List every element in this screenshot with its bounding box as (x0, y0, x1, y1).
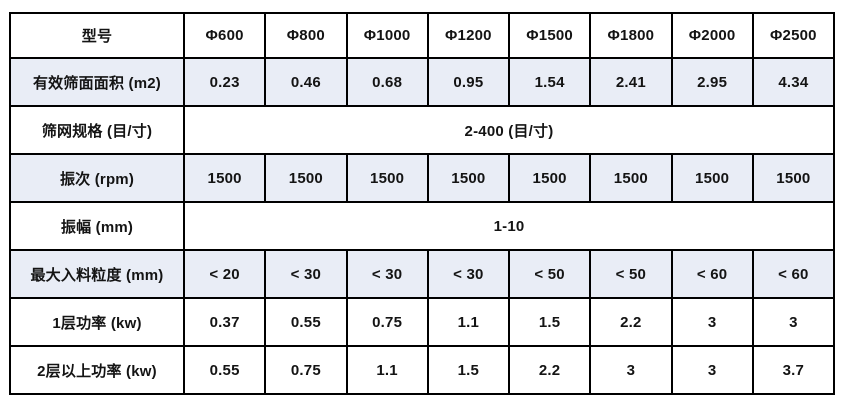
row-label: 1层功率 (kw) (9, 297, 185, 347)
spec-table-header: 型号 Φ600 Φ800 Φ1000 Φ1200 Φ1500 Φ1800 Φ2000 Φ250… (9, 12, 836, 59)
value-cell: 3 (751, 297, 836, 347)
table-row: 筛网规格 (目/寸) 2-400 (目/寸) (9, 105, 835, 155)
spec-table: 型号 Φ600 Φ800 Φ1000 Φ1200 Φ1500 Φ1800 Φ2000 Φ250… (9, 12, 836, 395)
value-cell: 0.55 (182, 345, 267, 395)
column-header: Φ1800 (589, 12, 673, 59)
value-cell: 3 (589, 345, 673, 395)
value-cell: 0.23 (182, 57, 267, 107)
row-label: 振幅 (mm) (9, 201, 185, 251)
value-cell: 3 (670, 297, 754, 347)
table-row: 振次 (rpm) 1500 1500 1500 1500 1500 1500 1500 1500 (9, 153, 836, 203)
value-cell: < 30 (426, 249, 511, 299)
column-header: Φ1500 (507, 12, 592, 59)
spec-table-body: 有效筛面面积 (m2) 0.23 0.46 0.68 0.95 1.54 2.41 2.95 4… (9, 57, 836, 395)
value-cell: 1.54 (507, 57, 592, 107)
table-row: 有效筛面面积 (m2) 0.23 0.46 0.68 0.95 1.54 2.41 2.95 4… (9, 57, 836, 107)
value-cell: 1500 (589, 153, 673, 203)
row-label: 最大入料粒度 (mm) (9, 249, 185, 299)
table-row: 2层以上功率 (kw) 0.55 0.75 1.1 1.5 2.2 3 3 3.7 (9, 345, 836, 395)
value-cell: 1500 (751, 153, 836, 203)
value-cell: < 50 (507, 249, 592, 299)
table-row: 振幅 (mm) 1-10 (9, 201, 835, 251)
value-cell: 3 (670, 345, 754, 395)
value-cell: 1500 (264, 153, 348, 203)
value-cell: 3.7 (751, 345, 836, 395)
row-label: 筛网规格 (目/寸) (9, 105, 185, 155)
column-header: Φ2500 (751, 12, 836, 59)
value-cell: 1500 (345, 153, 429, 203)
value-cell: 2.95 (670, 57, 754, 107)
value-cell: 0.46 (264, 57, 348, 107)
column-header: Φ600 (182, 12, 267, 59)
row-label: 2层以上功率 (kw) (9, 345, 185, 395)
value-cell: 1.5 (507, 297, 592, 347)
value-cell: 1500 (670, 153, 754, 203)
page-container: 型号 Φ600 Φ800 Φ1000 Φ1200 Φ1500 Φ1800 Φ2000 Φ250… (9, 12, 836, 395)
corner-header-model: 型号 (9, 12, 185, 59)
column-header: Φ2000 (670, 12, 754, 59)
value-cell: 0.68 (345, 57, 429, 107)
value-cell: 2.2 (507, 345, 592, 395)
value-cell: 1500 (182, 153, 267, 203)
value-cell: < 30 (264, 249, 348, 299)
value-cell: 1500 (426, 153, 511, 203)
value-cell: 2.2 (589, 297, 673, 347)
value-cell: 4.34 (751, 57, 836, 107)
merged-value-cell: 1-10 (183, 201, 835, 251)
value-cell: 1.5 (426, 345, 511, 395)
table-row: 最大入料粒度 (mm) < 20 < 30 < 30 < 30 < 50 < 50 < 60 <… (9, 249, 836, 299)
value-cell: < 60 (670, 249, 754, 299)
column-header: Φ1200 (426, 12, 511, 59)
value-cell: 2.41 (589, 57, 673, 107)
value-cell: < 50 (589, 249, 673, 299)
merged-value-cell: 2-400 (目/寸) (183, 105, 835, 155)
value-cell: < 60 (751, 249, 836, 299)
value-cell: < 20 (182, 249, 267, 299)
value-cell: < 30 (345, 249, 429, 299)
column-header: Φ1000 (345, 12, 429, 59)
table-row: 1层功率 (kw) 0.37 0.55 0.75 1.1 1.5 2.2 3 3 (9, 297, 836, 347)
value-cell: 1.1 (426, 297, 511, 347)
value-cell: 1.1 (345, 345, 429, 395)
value-cell: 1500 (507, 153, 592, 203)
row-label: 振次 (rpm) (9, 153, 185, 203)
value-cell: 0.75 (264, 345, 348, 395)
column-header: Φ800 (264, 12, 348, 59)
header-row: 型号 Φ600 Φ800 Φ1000 Φ1200 Φ1500 Φ1800 Φ2000 Φ250… (9, 12, 836, 59)
value-cell: 0.95 (426, 57, 511, 107)
value-cell: 0.55 (264, 297, 348, 347)
value-cell: 0.75 (345, 297, 429, 347)
value-cell: 0.37 (182, 297, 267, 347)
row-label: 有效筛面面积 (m2) (9, 57, 185, 107)
